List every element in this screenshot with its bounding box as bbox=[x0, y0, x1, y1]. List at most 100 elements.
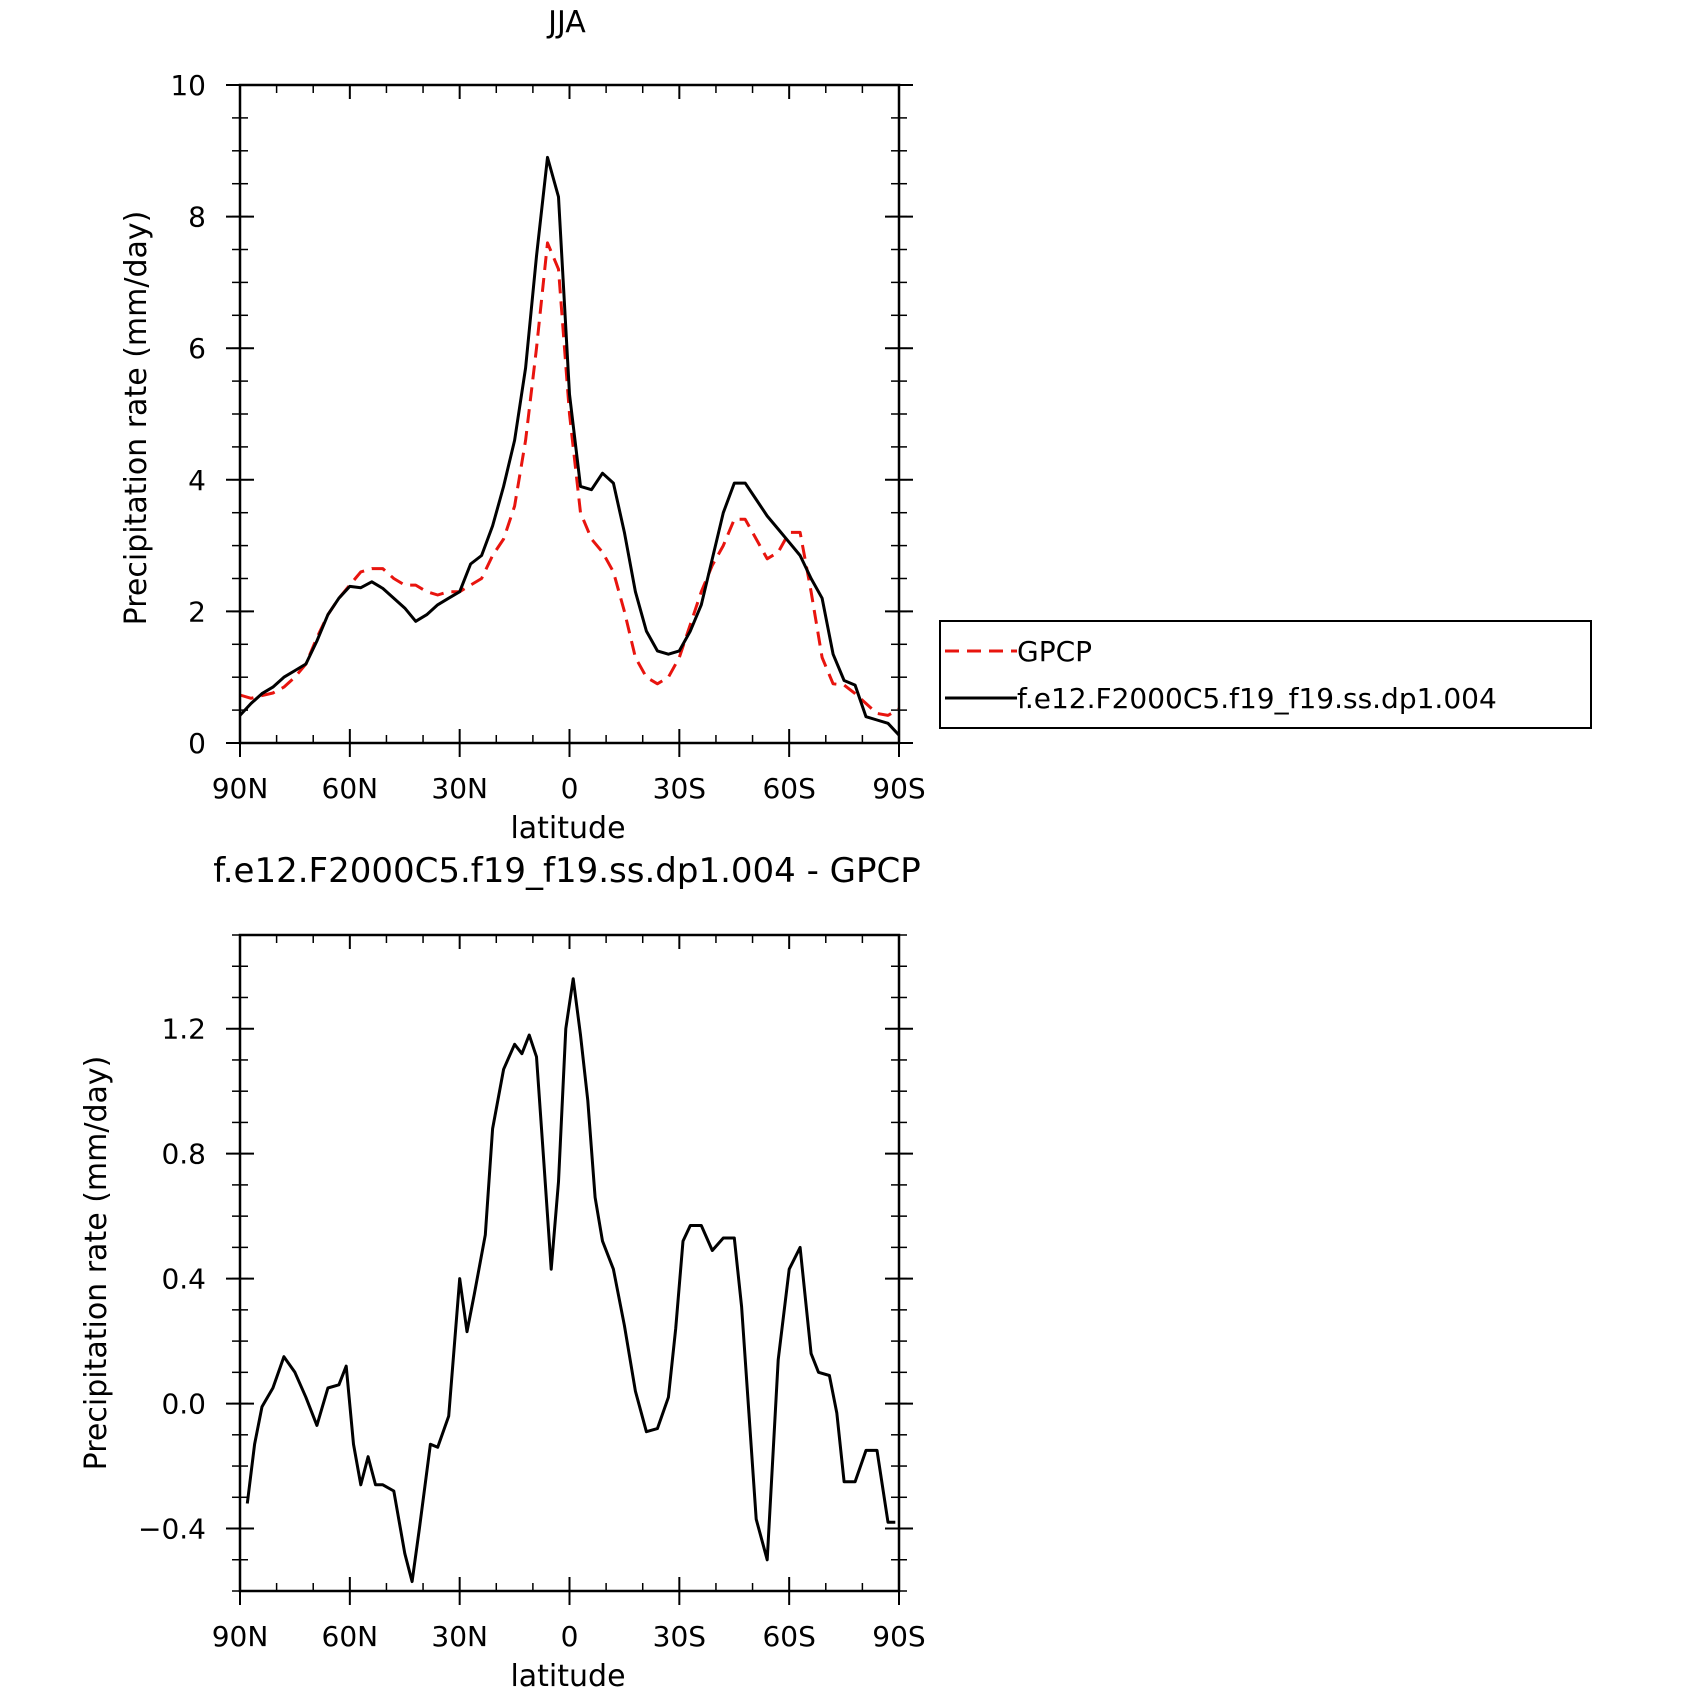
x-tick-label: 90S bbox=[872, 772, 925, 805]
data-point bbox=[360, 1484, 363, 1487]
data-point bbox=[250, 697, 253, 700]
plot-frame bbox=[238, 83, 901, 745]
y-tick-label: 1.2 bbox=[161, 1013, 206, 1046]
mean-precip-panel: JJA Precipitation rate (mm/day) latitude… bbox=[119, 5, 926, 846]
data-point bbox=[502, 538, 505, 541]
data-point bbox=[568, 393, 571, 396]
x-tick-labels: 90N 60N 30N 0 30S 60S 90S bbox=[212, 1620, 926, 1653]
data-point bbox=[579, 1034, 582, 1037]
data-point bbox=[788, 541, 791, 544]
y-tick-labels: −0.4 0.0 0.4 0.8 1.2 bbox=[138, 1013, 206, 1546]
data-point bbox=[253, 1443, 256, 1446]
data-point bbox=[722, 1237, 725, 1240]
data-point bbox=[393, 1490, 396, 1493]
data-point bbox=[667, 1396, 670, 1399]
data-point bbox=[667, 676, 670, 679]
data-point bbox=[466, 1330, 469, 1333]
data-point bbox=[543, 1162, 546, 1165]
data-point bbox=[458, 590, 461, 593]
data-point bbox=[700, 590, 703, 593]
y-axis-label: Precipitation rate (mm/day) bbox=[119, 211, 154, 626]
data-point bbox=[480, 577, 483, 580]
y-tick-label: 2 bbox=[188, 595, 206, 628]
y-tick-label: 8 bbox=[188, 201, 206, 234]
legend: GPCP f.e12.F2000C5.f19_f19.ss.dp1.004 bbox=[939, 620, 1592, 729]
legend-label-model: f.e12.F2000C5.f19_f19.ss.dp1.004 bbox=[1017, 682, 1497, 715]
x-tick-label: 90N bbox=[212, 772, 269, 805]
data-point bbox=[612, 571, 615, 574]
data-point bbox=[513, 1043, 516, 1046]
data-point bbox=[327, 613, 330, 616]
data-point bbox=[349, 585, 352, 588]
data-point bbox=[469, 584, 472, 587]
y-axis-label: Precipitation rate (mm/day) bbox=[79, 1056, 114, 1471]
data-point bbox=[469, 563, 472, 566]
data-point bbox=[744, 482, 747, 485]
x-tick-label: 0 bbox=[561, 1620, 579, 1653]
data-point bbox=[656, 683, 659, 686]
data-point bbox=[436, 604, 439, 607]
data-point bbox=[572, 977, 575, 980]
data-point bbox=[656, 650, 659, 653]
data-point bbox=[414, 584, 417, 587]
data-point bbox=[674, 1327, 677, 1330]
axis-ticks bbox=[226, 934, 913, 1605]
data-point bbox=[521, 1052, 524, 1055]
data-point bbox=[360, 586, 363, 589]
data-point bbox=[722, 511, 725, 514]
data-point bbox=[404, 607, 407, 610]
data-point bbox=[832, 653, 835, 656]
data-point bbox=[740, 1305, 743, 1308]
x-tick-label: 60S bbox=[762, 1620, 815, 1653]
data-point bbox=[316, 1424, 319, 1427]
data-point bbox=[371, 581, 374, 584]
data-point bbox=[876, 712, 879, 715]
data-point bbox=[283, 1355, 286, 1358]
data-point bbox=[524, 439, 527, 442]
series-line-gpcp bbox=[239, 241, 900, 717]
data-point bbox=[766, 515, 769, 518]
data-point bbox=[447, 1415, 450, 1418]
x-tick-label: 30N bbox=[431, 772, 488, 805]
data-point bbox=[689, 1224, 692, 1227]
data-point bbox=[425, 590, 428, 593]
data-point bbox=[546, 242, 549, 245]
data-point bbox=[371, 567, 374, 570]
x-tick-label: 0 bbox=[561, 772, 579, 805]
data-point bbox=[411, 1580, 414, 1583]
data-point bbox=[524, 367, 527, 370]
data-point bbox=[594, 1196, 597, 1199]
x-axis-label: latitude bbox=[510, 811, 625, 846]
data-point bbox=[645, 676, 648, 679]
data-point bbox=[777, 1359, 780, 1362]
data-point bbox=[294, 1371, 297, 1374]
data-point bbox=[634, 1390, 637, 1393]
data-point bbox=[623, 531, 626, 534]
data-point bbox=[272, 692, 275, 695]
data-point bbox=[828, 1374, 831, 1377]
data-point bbox=[865, 715, 868, 718]
data-point bbox=[744, 518, 747, 521]
data-point bbox=[843, 679, 846, 682]
y-tick-label: 0 bbox=[188, 727, 206, 760]
data-point bbox=[590, 488, 593, 491]
data-point bbox=[272, 686, 275, 689]
data-point bbox=[579, 511, 582, 514]
data-point bbox=[623, 1324, 626, 1327]
legend-box bbox=[939, 620, 1592, 729]
data-point bbox=[283, 686, 286, 689]
data-point bbox=[513, 505, 516, 508]
data-point bbox=[865, 702, 868, 705]
panel-title: f.e12.F2000C5.f19_f19.ss.dp1.004 - GPCP bbox=[213, 851, 921, 891]
data-point bbox=[821, 597, 824, 600]
data-point bbox=[360, 571, 363, 574]
y-tick-label: −0.4 bbox=[138, 1513, 206, 1546]
x-axis-label: latitude bbox=[510, 1659, 625, 1694]
data-point bbox=[436, 594, 439, 597]
data-point bbox=[832, 683, 835, 686]
x-tick-labels: 90N 60N 30N 0 30S 60S 90S bbox=[212, 772, 926, 805]
series-line-model bbox=[245, 977, 896, 1584]
data-point bbox=[316, 640, 319, 643]
data-point bbox=[250, 702, 253, 705]
data-point bbox=[678, 656, 681, 659]
